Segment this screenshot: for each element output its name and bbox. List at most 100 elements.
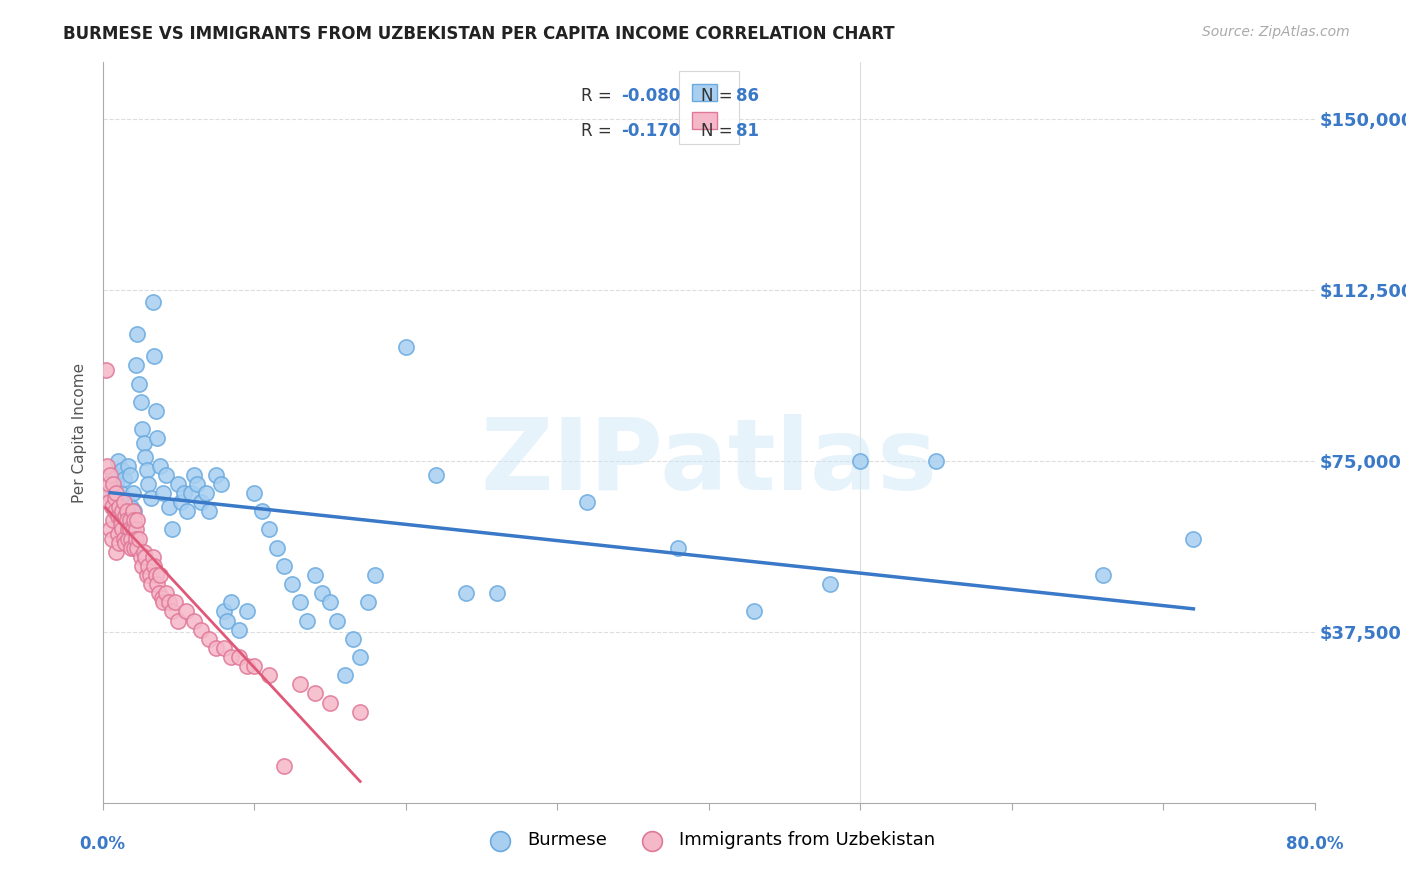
Point [115, 504, 138, 518]
Point [349, 650, 371, 665]
Point [110, 486, 132, 500]
Point [136, 476, 159, 491]
Point [742, 604, 765, 618]
Point [122, 523, 145, 537]
Point [114, 508, 136, 523]
Point [107, 508, 129, 523]
Point [162, 523, 184, 537]
Point [190, 623, 212, 637]
Point [108, 500, 131, 514]
Point [273, 759, 295, 773]
Text: 86: 86 [735, 87, 759, 104]
Point [97, 476, 120, 491]
Point [129, 549, 152, 564]
Point [125, 532, 148, 546]
Point [138, 568, 160, 582]
Point [235, 659, 257, 673]
Text: N =: N = [700, 121, 738, 139]
Point [155, 586, 177, 600]
Point [150, 591, 173, 605]
Point [250, 504, 273, 518]
Text: 80.0%: 80.0% [1286, 835, 1343, 853]
Point [167, 476, 190, 491]
Point [103, 467, 125, 482]
Point [103, 513, 125, 527]
Point [142, 294, 165, 309]
Point [105, 545, 128, 559]
Text: BURMESE VS IMMIGRANTS FROM UZBEKISTAN PER CAPITA INCOME CORRELATION CHART: BURMESE VS IMMIGRANTS FROM UZBEKISTAN PE… [63, 25, 894, 43]
Point [110, 513, 132, 527]
Point [115, 513, 138, 527]
Point [145, 404, 167, 418]
Legend: Burmese, Immigrants from Uzbekistan: Burmese, Immigrants from Uzbekistan [475, 824, 942, 856]
Point [311, 586, 333, 600]
Point [165, 595, 187, 609]
Point [273, 558, 295, 573]
Point [120, 532, 142, 546]
Point [197, 504, 219, 518]
Point [333, 668, 356, 682]
Point [120, 500, 142, 514]
Point [394, 340, 418, 354]
Point [139, 577, 162, 591]
Point [124, 513, 146, 527]
Point [143, 558, 166, 573]
Point [235, 604, 257, 618]
Point [111, 504, 134, 518]
Point [96, 458, 118, 473]
Point [125, 359, 148, 373]
Point [456, 586, 478, 600]
Point [115, 495, 138, 509]
Point [215, 614, 238, 628]
Point [122, 486, 145, 500]
Point [111, 523, 134, 537]
Point [128, 532, 150, 546]
Point [132, 545, 155, 559]
Text: Source: ZipAtlas.com: Source: ZipAtlas.com [1202, 25, 1350, 39]
Point [111, 463, 134, 477]
Point [319, 696, 342, 710]
Point [108, 536, 131, 550]
Point [288, 677, 311, 691]
Point [157, 595, 180, 609]
Point [357, 595, 380, 609]
Point [319, 595, 342, 609]
Point [131, 422, 153, 436]
Point [143, 349, 166, 363]
Point [118, 467, 141, 482]
Point [105, 486, 128, 500]
Point [148, 586, 170, 600]
Point [136, 558, 159, 573]
Point [259, 668, 281, 682]
Text: 0.0%: 0.0% [80, 835, 125, 853]
Text: R =: R = [581, 87, 617, 104]
Point [127, 326, 149, 341]
Point [1182, 532, 1205, 546]
Point [142, 549, 165, 564]
Point [125, 523, 148, 537]
Point [173, 486, 195, 500]
Text: -0.080: -0.080 [620, 87, 681, 104]
Point [96, 486, 118, 500]
Point [146, 577, 169, 591]
Point [228, 623, 250, 637]
Point [118, 523, 141, 537]
Point [243, 486, 266, 500]
Point [118, 513, 141, 527]
Point [205, 640, 228, 655]
Point [135, 568, 157, 582]
Point [97, 495, 120, 509]
Point [197, 632, 219, 646]
Point [157, 500, 180, 514]
Point [129, 395, 152, 409]
Point [176, 504, 198, 518]
Text: -0.170: -0.170 [620, 121, 681, 139]
Point [576, 495, 599, 509]
Point [326, 614, 349, 628]
Point [149, 458, 172, 473]
Point [131, 558, 153, 573]
Point [124, 504, 146, 518]
Point [104, 504, 127, 518]
Point [266, 541, 288, 555]
Point [849, 454, 872, 468]
